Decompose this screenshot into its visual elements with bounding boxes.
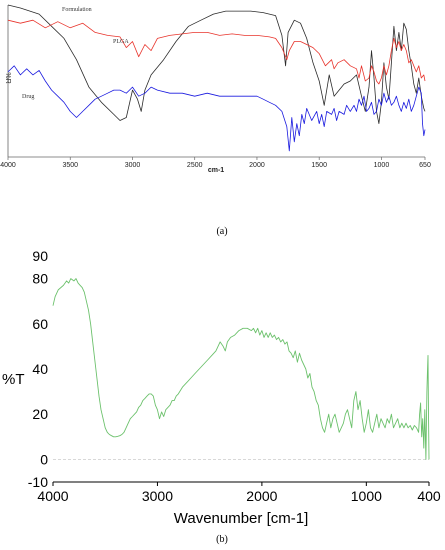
- panel-a-x-tick-label: 650: [419, 162, 431, 169]
- panel-a-x-tick-label: 1000: [374, 162, 390, 169]
- panel-a-x-ticks: 4000 3500 3000 2500 2000 1500 1000 650: [0, 157, 431, 169]
- series-label-drug: Drug: [22, 94, 34, 100]
- panel-a-x-tick-label: 3000: [125, 162, 141, 169]
- panel-a-series-line-drug: [7, 65, 426, 152]
- series-label-formulation: Formulation: [62, 7, 92, 13]
- panel-b-y-tick-label: 60: [32, 316, 48, 332]
- panel-a-y-label: %R: [4, 72, 11, 83]
- panel-a-chart: %R 4000 3500 3000 2500 2000 1500 1000 650 cm-1 …: [0, 4, 431, 174]
- panel-a-x-label: cm-1: [208, 167, 224, 174]
- panel-b-chart: 90 80 60 40 20 0 -10 4000 3000 2000 1000 400 %T Wa…: [2, 248, 441, 527]
- panel-b-x-tick-label: 4000: [37, 488, 68, 504]
- panel-a-series: [7, 4, 426, 152]
- panel-b-x-tick-label: 3000: [142, 488, 173, 504]
- panel-a-series-line-plga: [7, 19, 426, 85]
- panel-a-caption: (a): [216, 226, 227, 237]
- panel-b-y-tick-label: 40: [32, 361, 48, 377]
- panel-a-series-line-formulation: [7, 4, 426, 124]
- panel-a-x-tick-label: 3500: [62, 162, 78, 169]
- panel-b-y-tick-label: 90: [32, 248, 48, 264]
- panel-b-x-tick-label: 400: [417, 488, 441, 504]
- series-label-plga: PLGA: [113, 39, 129, 45]
- panel-b-y-ticks: 90 80 60 40 20 0 -10: [28, 248, 48, 490]
- panel-b-x-ticks: 4000 3000 2000 1000 400: [37, 482, 441, 504]
- panel-b-caption: (b): [216, 534, 228, 545]
- panel-b-y-tick-label: 20: [32, 406, 48, 422]
- panel-a-x-tick-label: 4000: [0, 162, 16, 169]
- panel-b-x-label: Wavenumber [cm-1]: [174, 510, 308, 527]
- panel-b-series-line: [52, 278, 430, 460]
- panel-b-x-tick-label: 2000: [246, 488, 277, 504]
- panel-b-y-tick-label: -10: [28, 474, 48, 490]
- panel-b-y-label: %T: [2, 371, 25, 388]
- panel-b-x-tick-label: 1000: [351, 488, 382, 504]
- panel-b-y-tick-label: 0: [40, 451, 48, 467]
- panel-a-x-tick-label: 2500: [187, 162, 203, 169]
- panel-b-y-tick-label: 80: [32, 271, 48, 287]
- panel-a-x-tick-label: 1500: [311, 162, 327, 169]
- panel-b-series: [52, 278, 430, 460]
- panel-b-plot-area: [53, 256, 429, 482]
- panel-a-x-tick-label: 2000: [249, 162, 265, 169]
